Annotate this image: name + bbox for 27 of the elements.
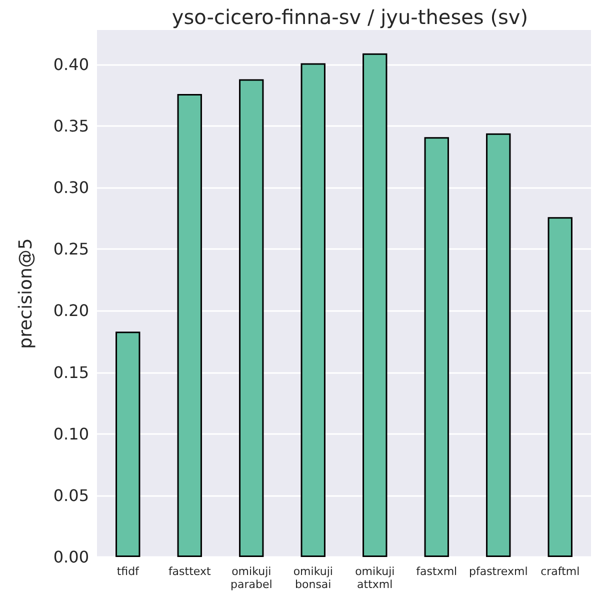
bar: [239, 79, 264, 557]
bar: [177, 94, 202, 557]
bar: [424, 137, 449, 557]
bar: [362, 53, 388, 557]
y-tick-label: 0.40: [53, 54, 89, 74]
x-tick-label: omikuji attxml: [355, 565, 395, 591]
bar: [548, 217, 572, 557]
y-tick-label: 0.15: [53, 362, 89, 382]
y-tick-label: 0.00: [53, 548, 89, 566]
x-tick-label: craftml: [540, 565, 580, 578]
y-tick-label: 0.10: [53, 424, 89, 444]
bar: [300, 63, 326, 557]
x-tick-label: fasttext: [168, 565, 212, 578]
x-tick-label: pfastrexml: [468, 565, 528, 578]
chart-title: yso-cicero-finna-sv / jyu-theses (sv): [172, 5, 528, 29]
x-tick-label: fastxml: [416, 565, 458, 578]
x-tick-label: omikuji parabel: [230, 565, 272, 591]
x-tick-label: tfidf: [116, 565, 140, 578]
x-tick-label: omikuji bonsai: [293, 565, 333, 591]
y-tick-label: 0.35: [53, 116, 89, 136]
y-axis-title: precision@5: [16, 238, 36, 349]
bar: [116, 332, 140, 557]
y-tick-label: 0.05: [53, 486, 89, 505]
bar: [486, 133, 511, 557]
y-tick-label: 0.30: [53, 178, 89, 198]
y-tick-label: 0.20: [53, 301, 89, 320]
y-tick-label: 0.25: [53, 240, 89, 259]
